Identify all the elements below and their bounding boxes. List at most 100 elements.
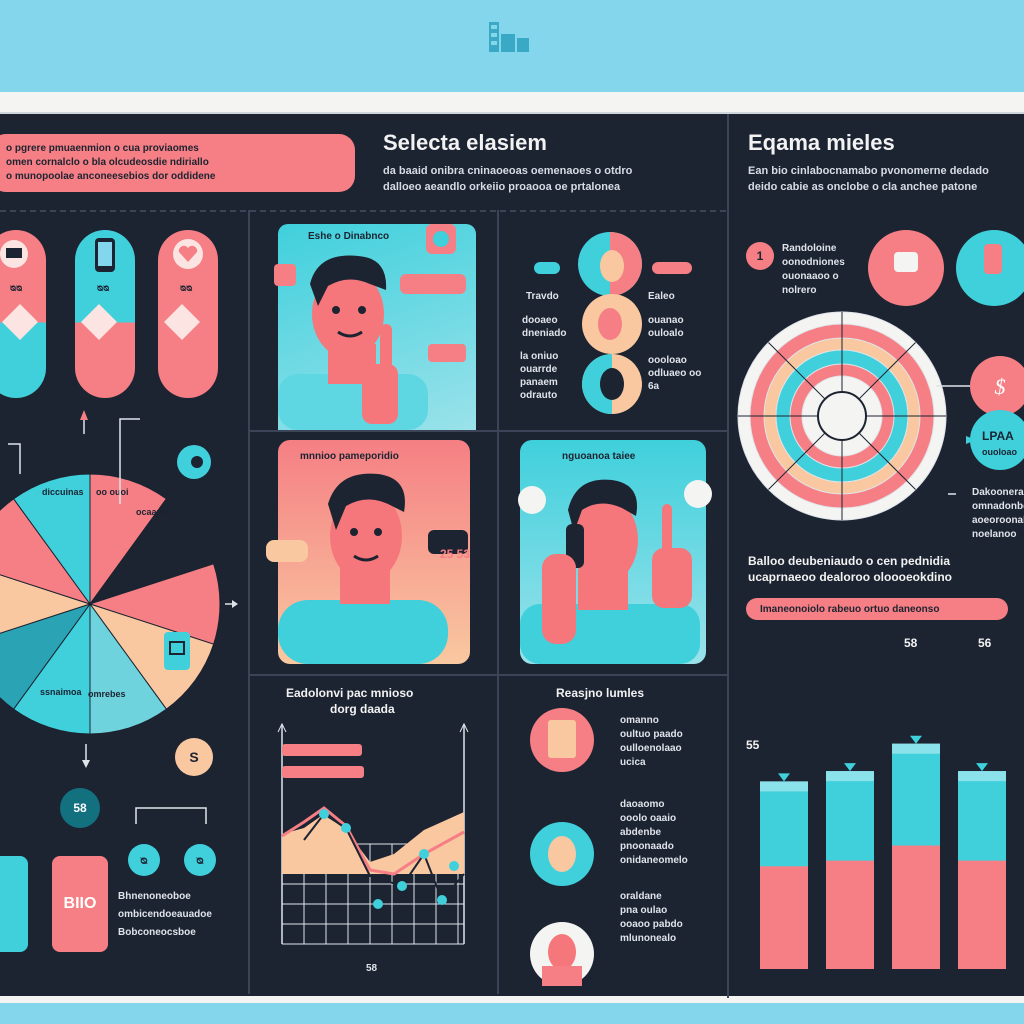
- side-note: Dakoonera: [972, 487, 1024, 498]
- list-item-line: ucica: [620, 757, 646, 768]
- data-point: [437, 895, 447, 905]
- mid-text: ucaprnaeoo dealoroo oloooeokdino: [748, 570, 953, 584]
- list-item-line: oulloenolaao: [620, 743, 682, 754]
- chip: [652, 262, 692, 274]
- pie-slice: [12, 602, 91, 735]
- infographic-board: o pgrere pmuaenmion o cua proviaomes ome…: [0, 112, 1024, 998]
- left-banner: [0, 134, 355, 192]
- pill-label: ᴓᴓ: [97, 283, 110, 294]
- pie-slice: [88, 603, 215, 710]
- man-pointing-illustration: [274, 224, 466, 430]
- building-icon: [489, 22, 529, 52]
- pill-label: ᴓᴓ: [10, 283, 23, 294]
- pie-label: diccuinas: [42, 487, 84, 497]
- legend-item: ombicendoeauadoe: [118, 909, 212, 920]
- bar-marker: [778, 773, 790, 782]
- data-point: [341, 823, 351, 833]
- avatar-left-label: dooaeo dneniado: [522, 315, 567, 339]
- step-line: oonodniones: [782, 257, 845, 268]
- list-item-line: oultuo paado: [620, 729, 683, 740]
- area-fill: [282, 812, 464, 874]
- heart-icon: [173, 239, 203, 269]
- radial-badge-sub: ouoloao: [982, 447, 1017, 457]
- tag-pink: BIIO: [52, 856, 108, 952]
- data-point: [319, 809, 329, 819]
- list-item-line: daoaomo: [620, 799, 665, 810]
- mid-text: Balloo deubeniaudo o cen pednidia: [748, 554, 951, 568]
- bar-caption-pill: [746, 598, 1008, 620]
- list-item-line: oraldane: [620, 891, 662, 902]
- tag-cyan: [0, 856, 28, 952]
- avatar-left-label: la oniuo ouarrde panaem odrauto: [520, 351, 559, 401]
- bar-cap: [958, 771, 1006, 782]
- line-chart: [277, 722, 469, 945]
- bar-cap: [892, 743, 940, 754]
- man-on-phone-illustration: [518, 479, 712, 664]
- bottom-banner: [0, 1003, 1024, 1024]
- pie-label: oo ouoi: [96, 487, 129, 497]
- pie-slice: [12, 473, 91, 606]
- avatar-right-label: Ealeo: [648, 291, 675, 302]
- data-point: [373, 899, 383, 909]
- top-banner: [0, 0, 1024, 92]
- chart-title: Eadolonvi pac mnioso: [286, 686, 414, 700]
- laptop-icon: [0, 240, 28, 268]
- badge-s: S: [175, 738, 213, 776]
- section-title: Eqama mieles: [748, 130, 895, 155]
- badge-zero: ᴓ: [128, 844, 160, 876]
- radial-badge: LPAA: [982, 429, 1014, 443]
- list-item-line: pnoonaado: [620, 841, 674, 852]
- bar-value-label: 56: [978, 636, 992, 650]
- list-item-line: ooolo oaaio: [620, 813, 677, 824]
- man-smiling-illustration: [266, 473, 468, 664]
- pie-slice: [0, 574, 92, 634]
- row-divider: [0, 210, 727, 212]
- bubble-number: 25 53: [440, 547, 471, 561]
- radial-chart: [737, 311, 947, 521]
- column-divider: [727, 114, 729, 998]
- bar-segment: [892, 743, 940, 846]
- bar-segment: [826, 771, 874, 861]
- chart-footnote: 58: [366, 963, 378, 974]
- avatar-stack: [578, 232, 642, 414]
- list-item-line: onidaneomelo: [620, 855, 688, 866]
- connector-lines: [8, 410, 238, 824]
- data-point: [397, 881, 407, 891]
- left-banner-line: o munopoolae anconeesebios dor oddidene: [6, 171, 216, 182]
- radial-center: [817, 391, 867, 441]
- step-badge: 1: [746, 242, 774, 270]
- phone-icon: [95, 238, 115, 272]
- side-note: omnadonbo: [972, 501, 1024, 512]
- radial-connectors: $: [936, 356, 1024, 495]
- bar-segment: [760, 781, 808, 867]
- avatar-right-label: oooloao odluaeo oo 6a: [648, 355, 702, 392]
- list-item-line: mlunonealo: [620, 933, 677, 944]
- badge-count: 58: [60, 788, 100, 828]
- pie-label: ssnaimoa: [40, 687, 82, 697]
- bar-segment: [958, 771, 1006, 861]
- pill-label: ᴓᴓ: [180, 283, 193, 294]
- step-line: Randoloine: [782, 243, 837, 254]
- pie-slice: [88, 563, 221, 645]
- axis-arrow: [277, 722, 287, 733]
- list-item-line: omanno: [620, 715, 659, 726]
- axis-arrow: [459, 722, 469, 733]
- row-divider: [250, 430, 727, 432]
- bar-marker: [844, 763, 856, 772]
- step-line: ouonaaoo o: [782, 271, 839, 282]
- pie-wheel: [0, 473, 221, 735]
- row-divider: [250, 674, 727, 676]
- panel-label: Eshe o Dinabnco: [308, 231, 390, 242]
- bar-chart: [740, 735, 1024, 971]
- section-desc: Ean bio cinlabocnamabo pvonomerne dedado: [748, 165, 989, 177]
- badge-zero: ᴓ: [184, 844, 216, 876]
- pie-slice: [89, 602, 168, 735]
- list-item-line: abdenbe: [620, 827, 662, 838]
- panel-label: nguoanoa taiee: [562, 451, 636, 462]
- left-banner-line: omen cornalclo o bla olcudeosdie ndirial…: [6, 157, 209, 168]
- series-line: [281, 806, 465, 876]
- avatar-right-label: ouanao ouloalo: [648, 315, 684, 339]
- pill-diamonds: [2, 304, 200, 340]
- pie-slice: [0, 603, 92, 710]
- pie-slice: [0, 498, 92, 605]
